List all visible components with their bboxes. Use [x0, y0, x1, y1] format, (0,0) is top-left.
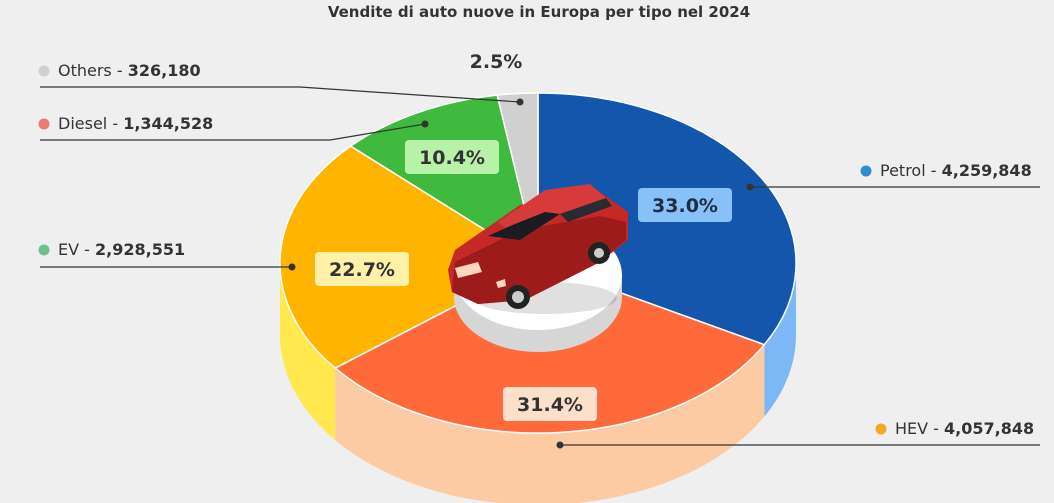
leader-line-diesel: [40, 123, 426, 141]
percent-label-petrol: 33.0%: [638, 188, 732, 222]
percent-text-others: 2.5%: [470, 51, 523, 73]
pie-side-hev: [335, 344, 765, 503]
leader-dot-diesel: [421, 120, 429, 128]
legend-label-ev: EV - 2,928,551: [58, 240, 185, 259]
pie-slice-diesel: [349, 94, 540, 265]
leader-dot-others: [516, 98, 524, 106]
legend-marker-diesel: [38, 118, 50, 130]
leader-line-others: [40, 86, 521, 103]
percent-label-hev: 31.4%: [503, 387, 597, 421]
legend-item-hev: HEV - 4,057,848: [875, 419, 1034, 438]
legend: Others - 326,180 Diesel - 1,344,528 EV - 2…: [38, 61, 1034, 438]
red-sedan-car-icon: [448, 184, 628, 314]
percent-text-hev: 31.4%: [517, 394, 583, 416]
percent-text-ev: 22.7%: [329, 259, 395, 281]
pie-slice-ev: [279, 145, 540, 369]
pie-side-petrol: [764, 263, 796, 417]
legend-label-diesel: Diesel - 1,344,528: [58, 114, 213, 133]
legend-label-others: Others - 326,180: [58, 61, 201, 80]
legend-item-others: Others - 326,180: [38, 61, 201, 80]
percent-text-petrol: 33.0%: [652, 195, 718, 217]
legend-label-hev: HEV - 4,057,848: [895, 419, 1034, 438]
chart-title: Vendite di auto nuove in Europa per tipo…: [327, 3, 751, 21]
legend-item-petrol: Petrol - 4,259,848: [860, 161, 1032, 180]
percent-text-diesel: 10.4%: [419, 147, 485, 169]
legend-marker-hev: [875, 423, 887, 435]
legend-marker-others: [38, 65, 50, 77]
leader-dot-hev: [556, 441, 564, 449]
legend-item-diesel: Diesel - 1,344,528: [38, 114, 213, 133]
pie-3d-sides: [280, 263, 796, 503]
leader-dot-petrol: [746, 183, 754, 191]
leader-lines: [40, 86, 1040, 449]
percent-label-others: 2.5%: [470, 51, 523, 73]
pie-side-ev: [280, 263, 336, 441]
percent-label-diesel: 10.4%: [405, 140, 499, 174]
legend-marker-petrol: [860, 165, 872, 177]
legend-marker-ev: [38, 244, 50, 256]
legend-item-ev: EV - 2,928,551: [38, 240, 185, 259]
percent-labels: 33.0% 31.4% 22.7% 10.4% 2.5%: [315, 51, 732, 421]
legend-label-petrol: Petrol - 4,259,848: [880, 161, 1032, 180]
leader-dot-ev: [288, 263, 296, 271]
percent-label-ev: 22.7%: [315, 252, 409, 286]
